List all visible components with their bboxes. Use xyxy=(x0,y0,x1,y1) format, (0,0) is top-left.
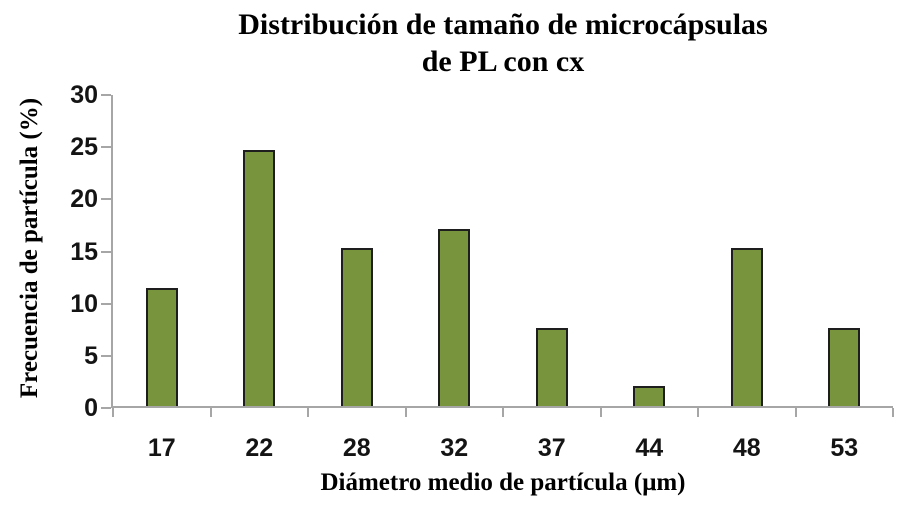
y-tick-mark xyxy=(101,198,111,201)
chart-title-line1: Distribución de tamaño de microcápsulas xyxy=(238,8,768,41)
x-tick-mark xyxy=(892,408,894,417)
x-tick-label: 37 xyxy=(537,434,566,462)
y-tick-label: 30 xyxy=(70,81,98,109)
x-tick-mark xyxy=(209,408,212,417)
bar-37 xyxy=(535,328,568,406)
x-axis-title: Diámetro medio de partícula (μm) xyxy=(320,469,686,496)
y-tick-label: 20 xyxy=(70,185,98,214)
x-tick-mark xyxy=(599,408,602,417)
x-tick-mark xyxy=(502,408,504,417)
y-tick-label: 0 xyxy=(84,394,98,422)
bar-44 xyxy=(633,386,666,406)
y-tick-mark xyxy=(101,354,111,357)
x-tick-label: 53 xyxy=(830,434,859,462)
x-tick-mark xyxy=(112,408,114,417)
y-tick-label: 10 xyxy=(70,289,98,318)
x-tick-label: 44 xyxy=(635,434,664,462)
x-tick-mark xyxy=(697,408,699,417)
y-axis-line xyxy=(111,95,113,408)
plot-area: 0 5 10 15 20 25 30 17 22 28 32 37 44 48 53 xyxy=(70,81,894,461)
chart-title-line2: de PL con cx xyxy=(421,45,585,78)
y-tick-label: 25 xyxy=(70,133,98,162)
bar-53 xyxy=(828,328,861,406)
y-tick-mark xyxy=(101,250,111,253)
y-tick-mark xyxy=(101,94,111,96)
bar-22 xyxy=(243,150,276,406)
bar-32 xyxy=(438,229,471,406)
x-tick-mark xyxy=(794,408,797,417)
y-tick-label: 15 xyxy=(70,237,98,266)
bar-48 xyxy=(730,248,763,406)
y-tick-label: 5 xyxy=(84,341,98,370)
y-tick-mark xyxy=(101,146,111,149)
x-tick-label: 17 xyxy=(147,434,176,462)
y-tick-mark xyxy=(101,302,111,305)
x-tick-mark xyxy=(307,408,309,417)
x-tick-label: 22 xyxy=(245,434,274,462)
chart-title: Distribución de tamaño de microcápsulas … xyxy=(113,6,893,80)
y-tick-mark xyxy=(101,407,111,409)
x-tick-mark xyxy=(404,408,407,417)
x-tick-label: 28 xyxy=(342,434,371,462)
x-axis-line xyxy=(113,406,893,408)
bar-17 xyxy=(145,288,178,406)
bar-28 xyxy=(340,248,373,406)
x-tick-label: 48 xyxy=(732,434,761,462)
x-tick-label: 32 xyxy=(440,434,469,462)
